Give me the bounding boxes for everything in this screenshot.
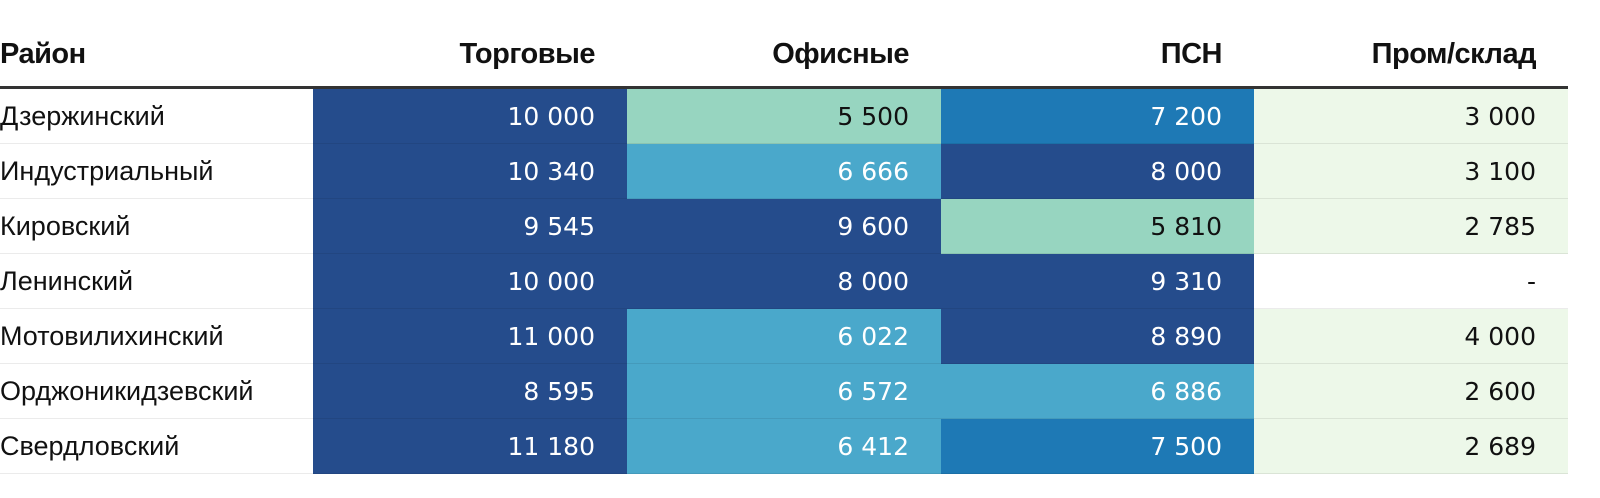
column-header-retail: Торговые [313, 22, 627, 89]
heatmap-cell: 10 000 [313, 253, 627, 309]
column-header-district: Район [0, 22, 313, 89]
heatmap-cell: 9 545 [313, 198, 627, 254]
row-label: Орджоникидзевский [0, 363, 313, 419]
heatmap-cell: 10 000 [313, 87, 627, 144]
column-header-psn: ПСН [941, 22, 1254, 89]
table-row: Орджоникидзевский 8 595 6 572 6 886 2 600 [0, 363, 1568, 419]
table-row: Мотовилихинский 11 000 6 022 8 890 4 000 [0, 308, 1568, 364]
heatmap-cell: 11 000 [313, 308, 627, 364]
heatmap-cell: 7 500 [941, 418, 1254, 474]
heatmap-table: Район Торговые Офисные ПСН Пром/склад Дз… [0, 22, 1568, 474]
heatmap-cell: 10 340 [313, 143, 627, 199]
heatmap-cell: 2 785 [1254, 198, 1568, 254]
column-header-industrial: Пром/склад [1254, 22, 1568, 89]
heatmap-cell: 8 890 [941, 308, 1254, 364]
heatmap-cell: 9 600 [627, 198, 941, 254]
heatmap-cell: 6 572 [627, 363, 941, 419]
table-row: Ленинский 10 000 8 000 9 310- [0, 253, 1568, 309]
row-label: Свердловский [0, 418, 313, 474]
heatmap-cell: 11 180 [313, 418, 627, 474]
table-row: Дзержинский 10 000 5 500 7 200 3 000 [0, 87, 1568, 144]
table-row: Кировский 9 545 9 600 5 810 2 785 [0, 198, 1568, 254]
heatmap-cell: 6 412 [627, 418, 941, 474]
column-header-office: Офисные [627, 22, 941, 89]
heatmap-cell: 6 666 [627, 143, 941, 199]
heatmap-cell: 2 689 [1254, 418, 1568, 474]
heatmap-cell: 6 022 [627, 308, 941, 364]
row-label: Индустриальный [0, 143, 313, 199]
heatmap-cell: 8 000 [627, 253, 941, 309]
table-body: Дзержинский 10 000 5 500 7 200 3 000 Индустри… [0, 87, 1568, 474]
heatmap-cell: 4 000 [1254, 308, 1568, 364]
heatmap-cell: 3 000 [1254, 87, 1568, 144]
heatmap-cell: 7 200 [941, 87, 1254, 144]
heatmap-cell: 9 310 [941, 253, 1254, 309]
heatmap-cell: 8 000 [941, 143, 1254, 199]
row-label: Кировский [0, 198, 313, 254]
row-label: Дзержинский [0, 87, 313, 144]
row-label: Мотовилихинский [0, 308, 313, 364]
heatmap-cell: 5 500 [627, 87, 941, 144]
table-row: Свердловский 11 180 6 412 7 500 2 689 [0, 418, 1568, 474]
row-label: Ленинский [0, 253, 313, 309]
heatmap-cell: 8 595 [313, 363, 627, 419]
heatmap-cell: - [1254, 253, 1568, 309]
heatmap-cell: 3 100 [1254, 143, 1568, 199]
heatmap-cell: 5 810 [941, 198, 1254, 254]
header-row: Район Торговые Офисные ПСН Пром/склад [0, 22, 1568, 89]
table-row: Индустриальный 10 340 6 666 8 000 3 100 [0, 143, 1568, 199]
heatmap-cell: 6 886 [941, 363, 1254, 419]
heatmap-cell: 2 600 [1254, 363, 1568, 419]
